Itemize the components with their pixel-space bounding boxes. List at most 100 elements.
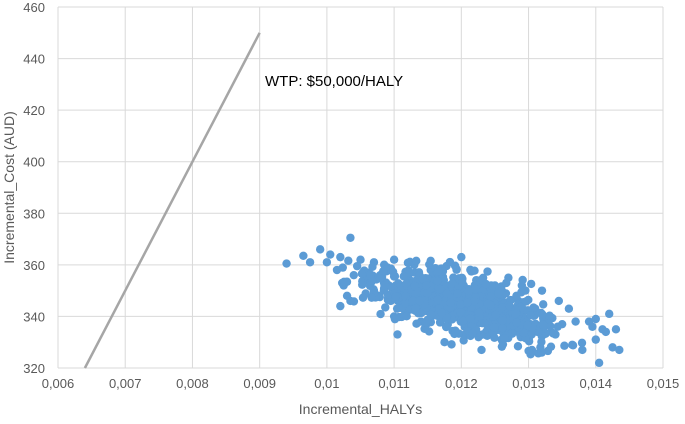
y-tick-label: 440 <box>23 52 45 67</box>
scatter-point <box>538 320 548 329</box>
scatter-point <box>524 346 533 356</box>
x-tick-label: 0,009 <box>243 376 276 391</box>
scatter-point <box>433 276 442 286</box>
scatter-point <box>441 322 451 332</box>
tick-labels: 0,006 0,007 0,008 0,009 0,01 0,011 0,012 0,013 0… <box>23 0 679 391</box>
scatter-point <box>349 270 358 280</box>
scatter-point <box>560 341 569 350</box>
scatter-point <box>464 286 474 296</box>
scatter-point <box>611 325 621 334</box>
scatter-point <box>352 261 362 271</box>
scatter-point <box>480 319 489 328</box>
scatter-point <box>518 275 527 285</box>
wtp-annotation: WTP: $50,000/HALY <box>265 73 403 90</box>
scatter-point <box>453 289 462 298</box>
scatter-point <box>415 296 425 306</box>
scatter-point <box>349 297 359 306</box>
scatter-point <box>315 245 325 254</box>
scatter-point <box>390 314 400 324</box>
scatter-point <box>380 281 389 290</box>
scatter-point <box>489 323 499 332</box>
scatter-point <box>608 343 617 352</box>
scatter-point <box>336 252 345 262</box>
scatter-points <box>282 233 624 368</box>
scatter-point <box>578 345 587 355</box>
scatter-point <box>470 284 480 294</box>
scatter-point <box>545 311 554 320</box>
scatter-point <box>299 251 308 261</box>
wtp-line <box>83 32 261 369</box>
scatter-point <box>408 296 418 306</box>
scatter-point <box>483 267 492 276</box>
scatter-point <box>422 288 432 298</box>
scatter-point <box>411 303 420 313</box>
scatter-point <box>433 295 443 304</box>
scatter-point <box>539 300 548 309</box>
scatter-point <box>447 340 456 349</box>
scatter-point <box>357 269 367 278</box>
scatter-point <box>421 318 430 328</box>
scatter-point <box>523 320 532 330</box>
scatter-point <box>447 279 457 288</box>
y-tick-label: 460 <box>23 0 45 15</box>
scatter-point <box>356 255 365 264</box>
scatter-point <box>391 292 400 301</box>
scatter-point <box>537 337 546 347</box>
scatter-point <box>305 258 315 267</box>
scatter-point <box>452 265 461 274</box>
scatter-point <box>403 258 413 267</box>
scatter-point <box>456 308 465 317</box>
scatter-point <box>571 317 580 326</box>
scatter-point <box>605 309 614 319</box>
scatter-point <box>458 278 467 287</box>
y-tick-label: 360 <box>23 258 45 273</box>
scatter-point <box>422 280 431 290</box>
scatter-point <box>389 272 399 281</box>
scatter-point <box>426 310 436 320</box>
scatter-point <box>553 322 562 331</box>
scatter-point <box>426 256 435 266</box>
wtp-threshold-line <box>83 32 261 369</box>
scatter-point <box>594 358 604 368</box>
scatter-point <box>402 279 411 288</box>
scatter-point <box>615 345 624 355</box>
grid-lines <box>57 6 664 369</box>
x-tick-label: 0,012 <box>445 376 478 391</box>
scatter-point <box>486 292 496 301</box>
scatter-point <box>389 255 399 264</box>
scatter-point <box>410 281 419 291</box>
scatter-point <box>483 299 493 308</box>
scatter-point <box>446 298 456 308</box>
x-tick-label: 0,006 <box>42 376 75 391</box>
scatter-point <box>519 328 528 338</box>
scatter-point <box>588 322 597 331</box>
scatter-point <box>451 326 460 335</box>
y-tick-label: 340 <box>23 309 45 324</box>
scatter-point <box>418 274 427 284</box>
scatter-point <box>538 310 547 319</box>
scatter-point <box>494 289 503 298</box>
scatter-point <box>498 316 507 325</box>
scatter-point <box>526 311 535 320</box>
scatter-point <box>474 308 484 317</box>
scatter-point <box>378 267 388 276</box>
scatter-point <box>381 303 390 312</box>
scatter-point <box>282 259 291 268</box>
scatter-point <box>490 333 499 342</box>
scatter-point <box>433 266 443 276</box>
scatter-point <box>326 250 335 259</box>
scatter-point <box>440 338 449 347</box>
scatter-point <box>554 296 564 306</box>
scatter-point <box>512 318 521 327</box>
scatter-point <box>591 314 600 324</box>
scatter-point <box>470 266 479 275</box>
x-tick-label: 0,013 <box>512 376 545 391</box>
x-tick-label: 0,007 <box>109 376 142 391</box>
scatter-point <box>468 329 477 338</box>
x-axis-title: Incremental_HALYs <box>299 401 422 417</box>
scatter-point <box>463 298 472 308</box>
scatter-point <box>591 335 600 344</box>
x-tick-label: 0,014 <box>580 376 613 391</box>
